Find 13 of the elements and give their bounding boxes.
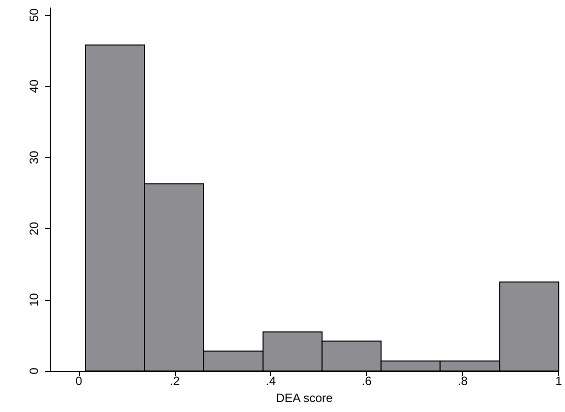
x-axis-title: DEA score bbox=[276, 390, 333, 405]
x-tick-label: .8 bbox=[458, 374, 468, 388]
y-tick-label: 50 bbox=[27, 8, 41, 22]
x-tick-label: 1 bbox=[555, 374, 562, 388]
y-tick-label: 40 bbox=[27, 79, 41, 93]
x-tick-label: .2 bbox=[170, 374, 180, 388]
y-tick-label: 30 bbox=[27, 150, 41, 164]
x-tick-label: .4 bbox=[266, 374, 276, 388]
x-tick-label: .6 bbox=[362, 374, 372, 388]
y-tick-label: 20 bbox=[27, 222, 41, 236]
y-tick-label: 0 bbox=[27, 367, 41, 374]
y-tick-label: 10 bbox=[27, 292, 41, 307]
x-tick-label: 0 bbox=[75, 374, 82, 388]
